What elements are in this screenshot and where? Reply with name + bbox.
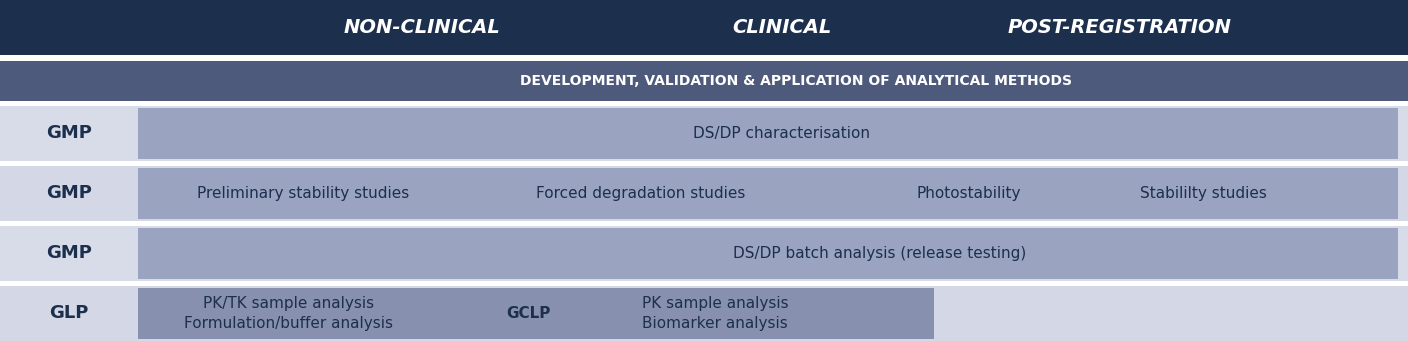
Text: PK sample analysis
Biomarker analysis: PK sample analysis Biomarker analysis bbox=[642, 296, 788, 331]
Text: Forced degradation studies: Forced degradation studies bbox=[536, 186, 745, 201]
Bar bbox=[138, 228, 1398, 279]
Bar bbox=[0, 161, 1408, 166]
Text: CLINICAL: CLINICAL bbox=[732, 18, 831, 37]
Text: GMP: GMP bbox=[46, 244, 92, 263]
Text: GCLP: GCLP bbox=[505, 306, 551, 321]
Text: GMP: GMP bbox=[46, 184, 92, 203]
Bar bbox=[0, 221, 1408, 226]
Bar bbox=[138, 288, 934, 339]
Text: DS/DP characterisation: DS/DP characterisation bbox=[693, 126, 870, 141]
Text: Preliminary stability studies: Preliminary stability studies bbox=[197, 186, 408, 201]
Bar bbox=[0, 281, 1408, 286]
Text: GMP: GMP bbox=[46, 124, 92, 143]
Text: Stabililty studies: Stabililty studies bbox=[1140, 186, 1267, 201]
Bar bbox=[138, 108, 1398, 159]
Text: DS/DP batch analysis (release testing): DS/DP batch analysis (release testing) bbox=[734, 246, 1026, 261]
Bar bbox=[0, 101, 1408, 106]
Bar bbox=[0, 166, 1408, 221]
Bar bbox=[0, 106, 1408, 161]
Bar bbox=[0, 61, 1408, 101]
Text: NON-CLINICAL: NON-CLINICAL bbox=[344, 18, 501, 37]
Text: POST-REGISTRATION: POST-REGISTRATION bbox=[1007, 18, 1232, 37]
Bar bbox=[138, 168, 1398, 219]
Text: GLP: GLP bbox=[49, 305, 89, 323]
Bar bbox=[0, 55, 1408, 61]
Bar bbox=[0, 286, 1408, 341]
Text: Photostability: Photostability bbox=[917, 186, 1021, 201]
Text: DEVELOPMENT, VALIDATION & APPLICATION OF ANALYTICAL METHODS: DEVELOPMENT, VALIDATION & APPLICATION OF… bbox=[520, 74, 1071, 88]
Bar bbox=[0, 226, 1408, 281]
Text: PK/TK sample analysis
Formulation/buffer analysis: PK/TK sample analysis Formulation/buffer… bbox=[184, 296, 393, 331]
Bar bbox=[0, 0, 1408, 55]
